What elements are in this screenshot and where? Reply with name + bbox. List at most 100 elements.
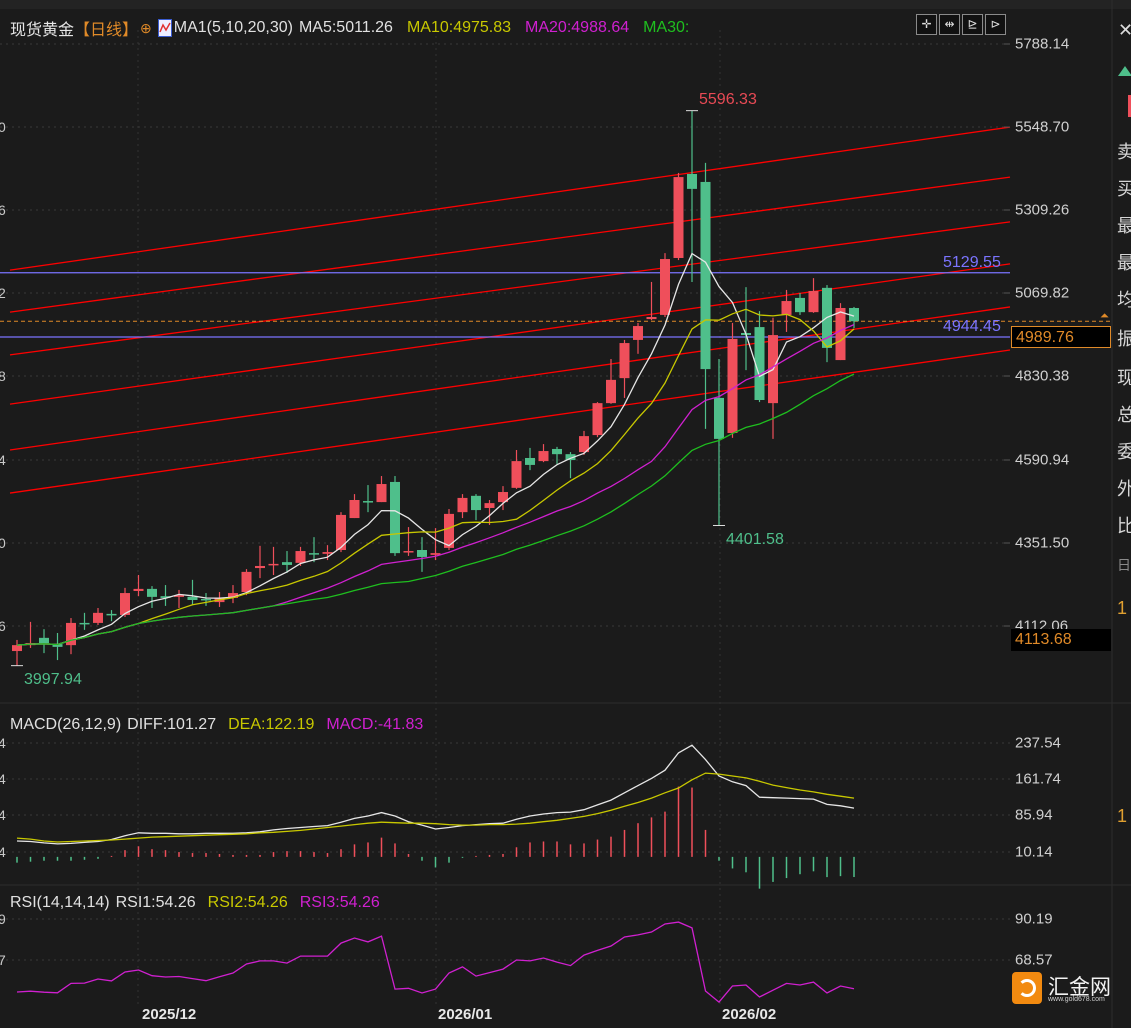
candle-down — [795, 297, 805, 313]
zoom-fit-icon[interactable]: ⇹ — [939, 14, 960, 35]
left-edge-fragment: 2 — [0, 285, 6, 301]
lower-price-box: 4113.68 — [1011, 629, 1111, 651]
candle-down — [309, 553, 319, 555]
ma30-value: MA30: — [643, 19, 690, 36]
candle-down — [187, 596, 198, 600]
rsi-axis-label: 68.57 — [1015, 951, 1053, 969]
rsi-legend: RSI(14,14,14) RSI1:54.26 RSI2:54.26 RSI3… — [10, 894, 388, 912]
candle-up — [228, 593, 238, 598]
candle-up — [457, 497, 468, 513]
candle-up — [619, 343, 630, 379]
candle-up — [174, 595, 184, 597]
rsi-params: RSI(14,14,14) — [10, 894, 110, 911]
quote-field-label: 日 — [1117, 557, 1131, 573]
left-edge-fragment: 6 — [0, 202, 6, 218]
ma5-line — [16, 252, 855, 646]
channel-line — [9, 349, 1011, 494]
candle-down — [700, 181, 711, 370]
quote-field-value: 1 — [1117, 598, 1128, 618]
price-axis-label: 4351.50 — [1015, 534, 1070, 552]
quote-field-label: 买 — [1117, 179, 1131, 199]
macd-axis-label: 10.14 — [1015, 843, 1053, 861]
ma-indicator-icon[interactable] — [157, 19, 172, 37]
ma5-value: MA5:5011.26 — [298, 19, 393, 36]
rsi2-value: RSI2:54.26 — [207, 894, 288, 911]
period-label[interactable]: 【日线】 — [74, 22, 139, 39]
hline-upper-label: 5129.55 — [943, 254, 1001, 271]
crosshair-icon[interactable]: ✛ — [916, 14, 937, 35]
candle-down — [754, 327, 765, 400]
candle-up — [295, 551, 306, 563]
candle-down — [363, 501, 373, 503]
channel-line — [9, 306, 1011, 451]
chevron-up-icon[interactable]: ⏶ — [1100, 310, 1109, 322]
candle-down — [147, 588, 157, 597]
candle-up — [808, 290, 819, 313]
quote-field-label: 振 — [1117, 329, 1131, 349]
candle-down — [106, 613, 117, 616]
macd-hist-value: MACD:-41.83 — [326, 716, 424, 733]
candle-up — [660, 259, 670, 315]
quote-field-value: 1 — [1117, 806, 1128, 826]
quote-field-label: 最 — [1117, 216, 1131, 236]
candle-up — [12, 645, 22, 652]
left-edge-fragment: 9 — [0, 911, 6, 927]
date-label: 2025/12 — [142, 1006, 197, 1023]
price-axis-label: 5788.14 — [1015, 35, 1070, 53]
candle-down — [390, 481, 400, 554]
candle-up — [781, 301, 792, 315]
ma30-line — [16, 373, 855, 646]
left-edge-fragment: 4 — [0, 452, 6, 468]
candle-down — [417, 550, 427, 557]
red-bar-indicator — [1128, 95, 1131, 117]
channel-line — [9, 126, 1011, 271]
quote-field-label: 比 — [1117, 516, 1131, 536]
candle-down — [79, 622, 90, 625]
top-toolbar-strip — [0, 0, 1131, 9]
macd-axis-label: 237.54 — [1015, 734, 1061, 752]
step-forward-icon[interactable]: ⊳ — [985, 14, 1006, 35]
watermark-url: www.gold678.com — [1048, 996, 1105, 1003]
step-back-icon[interactable]: ⊵ — [962, 14, 983, 35]
left-edge-fragment: 4 — [0, 771, 6, 787]
left-edge-fragment: 8 — [0, 368, 6, 384]
macd-legend: MACD(26,12,9) DIFF:101.27 DEA:122.19 MAC… — [10, 716, 431, 734]
candle-down — [52, 644, 63, 647]
price-axis-label: 5309.26 — [1015, 201, 1070, 219]
candle-up — [349, 500, 360, 519]
start-low-annotation: 3997.94 — [24, 671, 82, 688]
main-legend: 现货黄金 【日线】 ⊕ MA1(5,10,20,30) MA5:5011.26 … — [10, 16, 697, 40]
macd-diff-value: DIFF:101.27 — [127, 716, 217, 733]
candle-down — [282, 562, 292, 565]
price-axis-label: 5548.70 — [1015, 118, 1070, 136]
left-edge-fragment: 0 — [0, 119, 6, 135]
macd-dea-value: DEA:122.19 — [228, 716, 315, 733]
candle-up — [606, 379, 616, 404]
candle-down — [525, 457, 535, 465]
left-edge-fragment: 0 — [0, 535, 6, 551]
macd-params: MACD(26,12,9) — [10, 716, 122, 733]
left-edge-fragment: 4 — [0, 844, 6, 860]
quote-field-label: 现 — [1117, 368, 1131, 388]
candle-down — [160, 596, 171, 598]
left-edge-fragment: 4 — [0, 735, 6, 751]
candle-up — [498, 492, 508, 503]
candle-up — [444, 513, 454, 548]
candle-down — [39, 637, 49, 644]
candle-up — [336, 514, 346, 550]
channel-line — [9, 176, 1011, 313]
candle-down — [565, 454, 576, 461]
candle-up — [93, 612, 103, 623]
circle-plus-icon[interactable]: ⊕ — [140, 19, 152, 36]
close-icon[interactable]: ✕ — [1118, 20, 1131, 40]
channel-line — [9, 263, 1011, 405]
candle-up — [255, 565, 265, 569]
candle-down — [471, 495, 481, 511]
up-triangle-icon — [1118, 66, 1131, 76]
current-price-box: 4989.76 — [1011, 326, 1111, 348]
left-edge-fragment: 6 — [0, 618, 6, 634]
candle-up — [268, 563, 279, 566]
quote-field-label: 卖 — [1117, 142, 1131, 162]
candle-up — [484, 503, 495, 508]
